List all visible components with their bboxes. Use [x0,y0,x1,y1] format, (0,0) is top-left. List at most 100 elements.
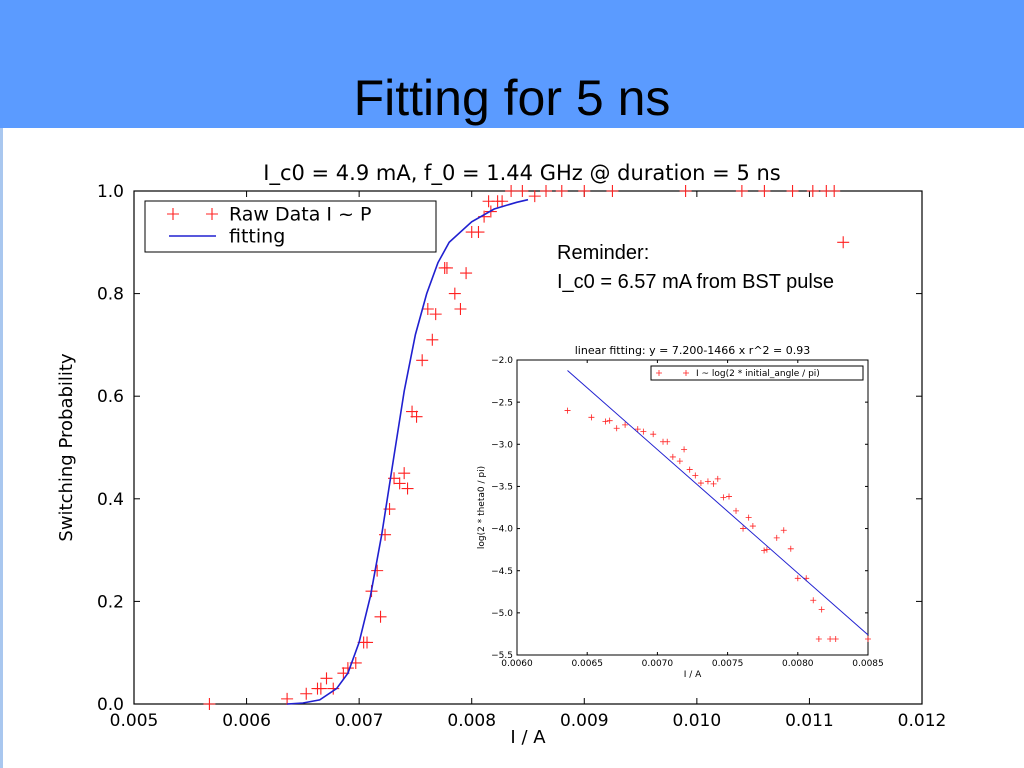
data-point [806,185,819,197]
data-point [528,190,541,203]
data-point [679,185,692,197]
data-point [634,426,641,433]
data-point [810,597,817,604]
y-tick-label: −4.0 [491,525,513,535]
data-point [733,507,740,514]
x-tick-label: 0.0060 [501,659,533,669]
data-point [726,493,733,500]
reminder-note: Reminder: I_c0 = 6.57 mA from BST pulse [557,239,834,297]
data-point [758,185,771,197]
data-point [710,480,717,487]
y-tick-label: −2.0 [491,356,513,366]
data-point [281,692,294,705]
data-point [602,418,609,425]
x-tick-label: 0.010 [673,711,722,731]
data-point [454,302,467,315]
data-point [686,466,693,473]
data-point [496,195,509,208]
title-banner [0,0,1024,128]
data-point [374,610,387,623]
data-point [815,635,822,642]
y-axis-label: log(2 * theta0 / pi) [477,466,487,549]
data-point [865,635,871,642]
data-point [740,525,747,532]
data-point [606,417,613,424]
slide-accent-bar [0,128,3,768]
data-point [622,421,629,428]
data-point [429,308,442,321]
data-point [761,547,768,554]
data-point [613,425,620,432]
data-point [786,185,799,197]
data-point [393,477,406,490]
chart-title: linear fitting: y = 7.200-1466 x r^2 = 0… [575,344,811,357]
data-point [300,687,313,700]
legend-label: I ~ log(2 * initial_angle / pi) [696,369,820,379]
data-point [314,682,327,695]
data-point [540,185,553,197]
x-tick-label: 0.0070 [642,659,674,669]
reminder-value: I_c0 = 6.57 mA from BST pulse [557,271,834,293]
y-tick-label: −5.5 [491,651,513,661]
x-tick-label: 0.011 [785,711,834,731]
data-point [676,458,683,465]
data-point [460,267,473,280]
plot-frame [516,359,869,656]
x-tick-label: 0.008 [447,711,496,731]
data-point [650,431,657,438]
x-tick-label: 0.006 [222,711,271,731]
data-point [401,482,414,495]
y-tick-label: 0.6 [97,387,124,407]
data-point [588,414,595,421]
legend-marker [206,208,218,220]
x-tick-label: 0.0080 [782,659,814,669]
y-axis-label: Switching Probability [56,353,77,542]
data-point [578,185,591,197]
x-tick-label: 0.0085 [852,659,884,669]
data-point [773,534,780,541]
data-point [416,354,429,367]
data-point [320,672,333,685]
data-point [421,302,434,315]
y-tick-label: −3.5 [491,483,513,493]
legend-label: Raw Data I ~ P [229,204,371,226]
data-point [516,185,529,197]
data-point [697,480,704,487]
x-tick-label: 0.009 [560,711,609,731]
x-axis-label: I / A [510,727,546,748]
x-tick-label: 0.0075 [712,659,744,669]
y-tick-label: 0.2 [97,592,124,612]
data-point [745,514,752,521]
y-tick-label: −2.5 [491,398,513,408]
data-point [794,575,801,582]
x-tick-label: 0.0065 [571,659,603,669]
fit-line [567,370,869,636]
data-point [398,467,411,480]
legend-marker [656,370,662,376]
data-point [720,494,727,501]
data-point [505,185,518,197]
y-tick-label: 0.8 [97,285,124,305]
data-point [704,478,711,485]
reminder-heading: Reminder: [557,242,650,264]
data-point [837,236,850,249]
legend-marker [683,370,689,376]
fit-line [287,198,529,705]
x-tick-label: 0.012 [898,711,947,731]
inset-chart: 0.0060 0.0065 0.0070 0.0075 0.0080 0.0085 −5.5… [477,344,884,680]
data-point [669,453,676,460]
x-tick-label: 0.005 [110,711,159,731]
x-axis-label: I / A [684,670,702,680]
y-tick-label: −4.5 [491,567,513,577]
data-point [203,698,216,710]
y-tick-label: 1.0 [97,182,124,202]
data-point [564,407,571,414]
data-point [749,523,756,530]
data-point [606,185,619,197]
y-tick-label: 0.0 [97,695,124,715]
data-point [827,635,834,642]
data-point [714,475,721,482]
data-point [410,410,423,423]
legend-box [650,365,864,381]
